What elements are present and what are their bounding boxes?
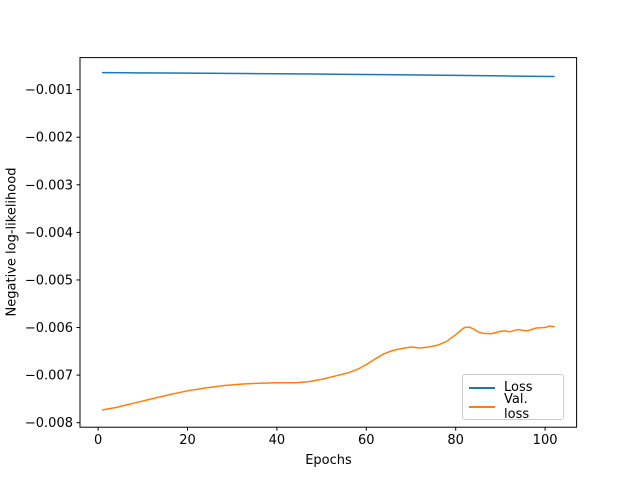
x-tick-label: 80 [447, 433, 464, 448]
series-line-val-loss [101, 325, 555, 411]
y-tick-label: −0.005 [25, 273, 73, 288]
x-tick-label: 0 [94, 433, 102, 448]
y-tick-label: −0.006 [25, 321, 73, 336]
y-tick-label: −0.008 [25, 416, 73, 431]
y-axis-label: Negative log-likelihood [4, 167, 20, 317]
series-lines [101, 71, 555, 411]
legend-entry-val-loss: Val. loss [469, 392, 555, 422]
y-tick-label: −0.003 [25, 178, 73, 193]
y-tick-label: −0.001 [25, 83, 73, 98]
x-tick-label: 100 [533, 433, 558, 448]
legend-line-swatch-val-loss [469, 405, 495, 408]
x-tick-label: 40 [269, 433, 286, 448]
series-line-loss [101, 71, 555, 78]
x-tick-label: 60 [358, 433, 375, 448]
x-axis-label: Epochs [305, 453, 352, 468]
legend-line-swatch-loss [469, 386, 495, 389]
legend-entry-loss: Loss [469, 380, 555, 395]
y-axis-ticks: −0.008 −0.007 −0.006 −0.005 −0.004 −0.003 −0.0… [25, 83, 80, 431]
axes-spines [79, 57, 578, 428]
y-tick-label: −0.007 [25, 369, 73, 384]
x-tick-label: 20 [179, 433, 196, 448]
legend: Loss Val. loss [462, 374, 564, 422]
x-axis-ticks: 0 20 40 60 80 100 [94, 427, 558, 448]
plot-area [79, 57, 578, 428]
legend-label-loss: Loss [504, 380, 533, 395]
y-tick-label: −0.004 [25, 226, 73, 241]
legend-label-val-loss: Val. loss [504, 391, 530, 422]
y-tick-label: −0.002 [25, 131, 73, 146]
